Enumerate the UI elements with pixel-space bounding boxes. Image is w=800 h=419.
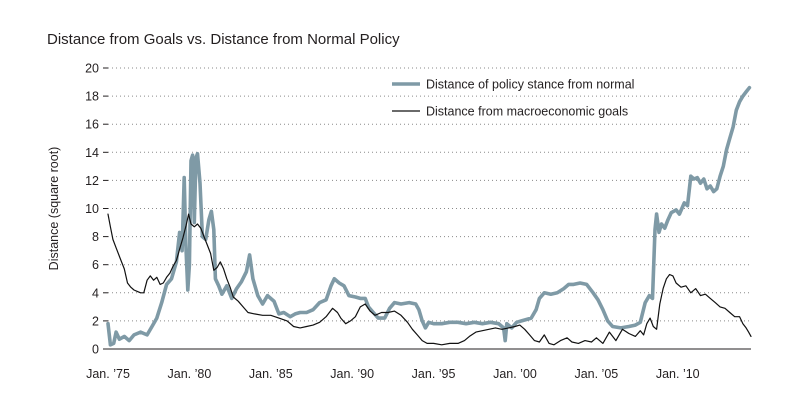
x-tick-label: Jan. ’90 bbox=[330, 367, 374, 381]
x-tick-label: Jan. ’80 bbox=[168, 367, 212, 381]
x-tick-label: Jan. ’00 bbox=[493, 367, 537, 381]
y-tick-label: 6 bbox=[92, 258, 99, 272]
y-axis-ticks: 0 2 4 6 8 10 12 14 16 18 20 bbox=[85, 62, 108, 357]
y-tick-label: 12 bbox=[85, 174, 99, 188]
x-tick-label: Jan. ’05 bbox=[574, 367, 618, 381]
y-tick-label: 10 bbox=[85, 202, 99, 216]
series-line-policy-stance bbox=[106, 85, 752, 347]
y-tick-label: 0 bbox=[92, 343, 99, 357]
x-tick-label: Jan. ’85 bbox=[249, 367, 293, 381]
y-tick-label: 4 bbox=[92, 286, 99, 300]
legend-label-policy-stance: Distance of policy stance from normal bbox=[426, 78, 634, 92]
legend: Distance of policy stance from normal Dis… bbox=[392, 78, 634, 119]
y-tick-label: 18 bbox=[85, 90, 99, 104]
chart-title: Distance from Goals vs. Distance from No… bbox=[47, 31, 400, 48]
y-tick-label: 2 bbox=[92, 314, 99, 328]
y-tick-label: 16 bbox=[85, 118, 99, 132]
series-lines bbox=[106, 85, 752, 347]
series-line-macro-goals bbox=[107, 213, 752, 346]
legend-label-macro-goals: Distance from macroeconomic goals bbox=[426, 105, 628, 119]
x-axis-ticks: Jan. ’75 Jan. ’80 Jan. ’85 Jan. ’90 Jan. ’95… bbox=[86, 367, 700, 381]
y-axis-label: Distance (square root) bbox=[47, 147, 61, 271]
y-tick-label: 14 bbox=[85, 146, 99, 160]
x-tick-label: Jan. ’95 bbox=[412, 367, 456, 381]
y-tick-label: 8 bbox=[92, 230, 99, 244]
x-tick-label: Jan. ’10 bbox=[656, 367, 700, 381]
x-tick-label: Jan. ’75 bbox=[86, 367, 130, 381]
y-tick-label: 20 bbox=[85, 62, 99, 76]
